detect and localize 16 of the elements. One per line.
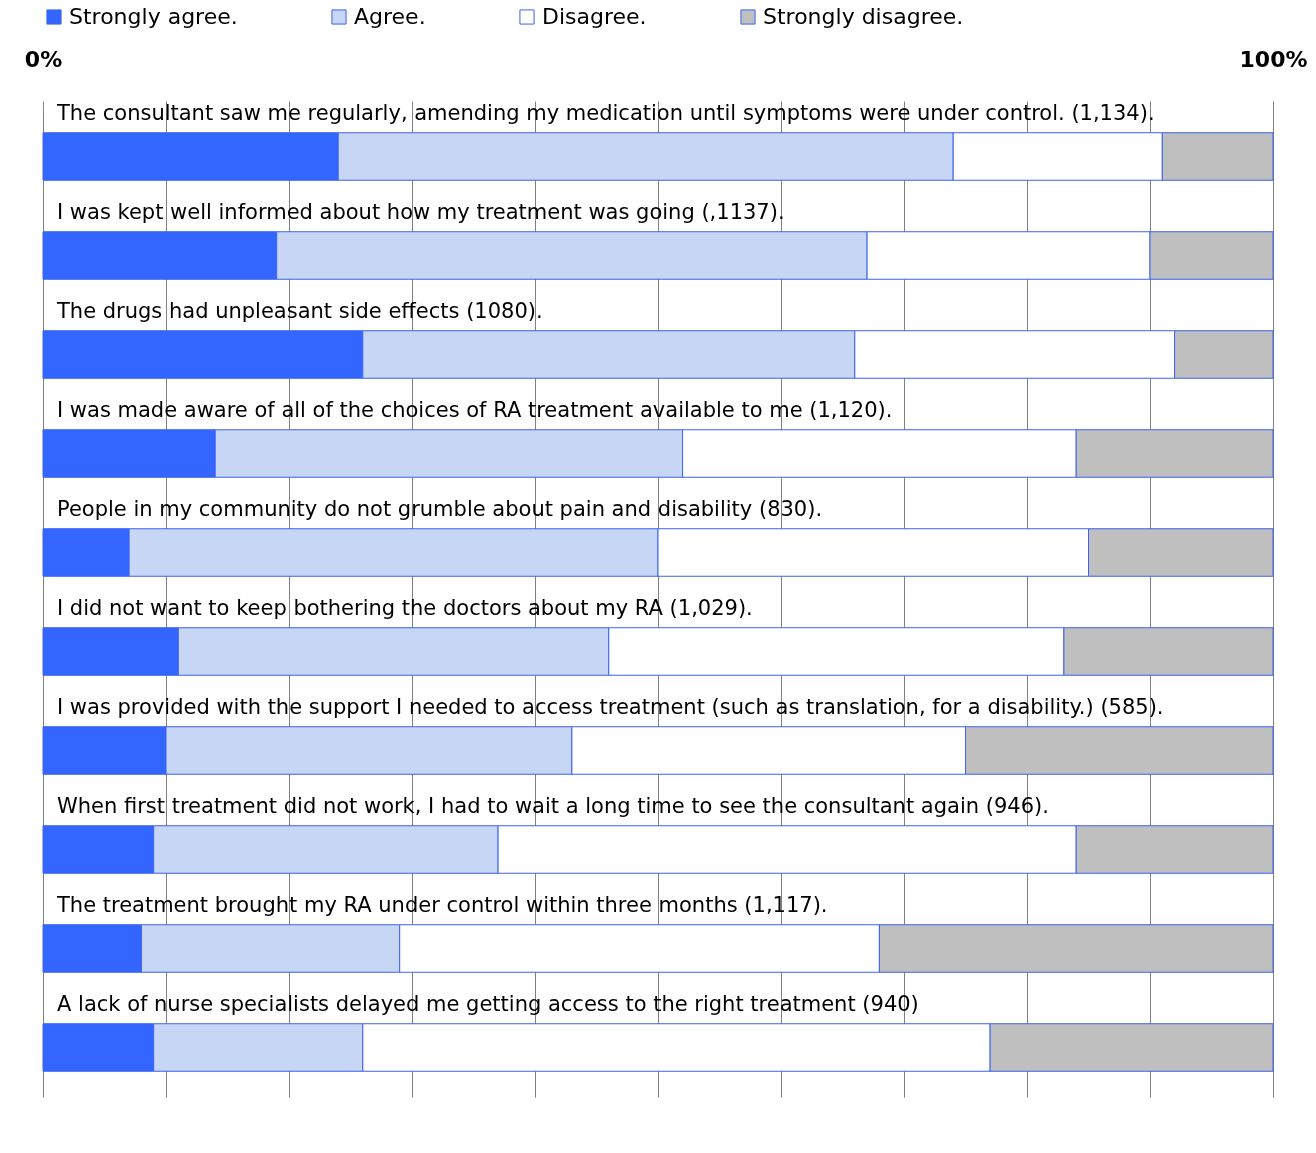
y-tick-label: I was provided with the support I needed to access treatment (such as translation, for a disability.) (585). xyxy=(57,694,1164,719)
y-tick-label: The drugs had unpleasant side effects (1080). xyxy=(56,298,543,323)
y-tick-label: I did not want to keep bothering the doctors about my RA (1,029). xyxy=(57,595,753,620)
x-tick-label: 100% xyxy=(1239,46,1308,72)
y-tick-label: I was made aware of all of the choices of RA treatment available to me (1,120). xyxy=(57,397,893,422)
y-tick-label: A lack of nurse specialists delayed me getting access to the right treatment (940) xyxy=(57,991,919,1016)
y-tick-label: When first treatment did not work, I had to wait a long time to see the consultant again (946). xyxy=(57,793,1049,818)
y-tick-label: I was kept well informed about how my treatment was going (,1137). xyxy=(57,199,785,224)
legend-label: Strongly disagree. xyxy=(763,4,964,29)
x-tick-label: 0% xyxy=(24,46,63,72)
y-tick-label: The consultant saw me regularly, amending my medication until symptoms were under control. (1,134). xyxy=(56,100,1155,125)
legend-label: Strongly agree. xyxy=(69,4,238,29)
y-tick-label: The treatment brought my RA under control within three months (1,117). xyxy=(56,892,828,917)
legend-label: Agree. xyxy=(354,4,426,29)
legend-label: Disagree. xyxy=(542,4,647,29)
y-tick-label: People in my community do not grumble about pain and disability (830). xyxy=(57,496,823,521)
